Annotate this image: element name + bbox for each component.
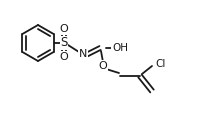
Text: S: S — [60, 37, 68, 50]
Text: O: O — [99, 61, 107, 71]
Text: O: O — [60, 24, 68, 34]
Text: O: O — [60, 52, 68, 62]
Text: N: N — [79, 49, 87, 59]
Text: Cl: Cl — [156, 59, 166, 69]
Text: OH: OH — [112, 43, 128, 53]
